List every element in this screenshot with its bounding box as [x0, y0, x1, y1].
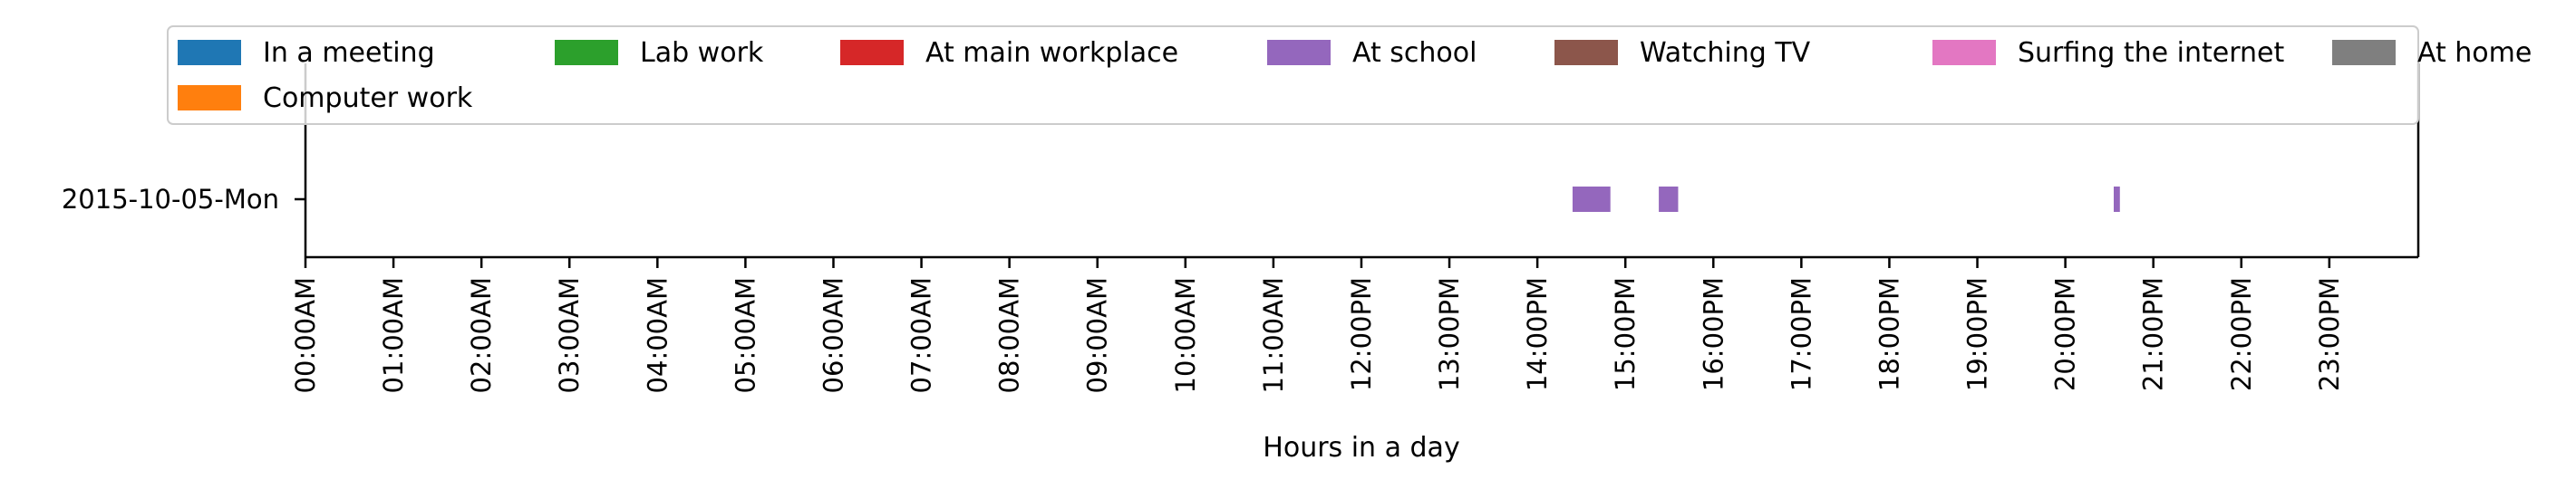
legend-swatch — [1932, 40, 1996, 65]
legend-swatch — [1554, 40, 1618, 65]
legend-label: At school — [1352, 37, 1477, 69]
legend: In a meeting Lab work At main workplace At … — [167, 25, 2532, 125]
activity-segment — [1659, 187, 1679, 212]
x-tick-label: 11:00AM — [1258, 277, 1289, 393]
x-tick-label: 23:00PM — [2314, 277, 2345, 391]
legend-swatch — [1267, 40, 1331, 65]
legend-label: Computer work — [263, 82, 473, 114]
y-tick-label: 2015-10-05-Mon — [62, 184, 279, 215]
x-tick-label: 16:00PM — [1698, 277, 1729, 391]
x-tick-label: 20:00PM — [2050, 277, 2081, 391]
legend-label: At main workplace — [925, 37, 1178, 69]
y-axis: 2015-10-05-Mon — [62, 184, 305, 215]
x-tick-label: 10:00AM — [1170, 277, 1201, 393]
legend-label: Surfing the internet — [2018, 37, 2284, 69]
x-tick-label: 06:00AM — [818, 277, 848, 393]
legend-label: Lab work — [640, 37, 764, 69]
x-tick-label: 02:00AM — [466, 277, 497, 393]
x-axis: 00:00AM 01:00AM 02:00AM 03:00AM 04:00AM 05:00… — [290, 257, 2345, 393]
legend-label: Watching TV — [1640, 37, 1811, 69]
legend-swatch — [555, 40, 618, 65]
legend-swatch — [2332, 40, 2396, 65]
legend-label: At home — [2417, 37, 2532, 69]
legend-frame — [167, 25, 2419, 125]
x-tick-label: 21:00PM — [2138, 277, 2169, 391]
legend-swatch — [178, 85, 241, 110]
activity-segment — [1572, 187, 1611, 212]
x-tick-label: 17:00PM — [1786, 277, 1816, 391]
x-tick-label: 07:00AM — [906, 277, 937, 393]
activity-segment — [2113, 187, 2120, 212]
x-tick-label: 00:00AM — [290, 277, 321, 393]
x-tick-label: 14:00PM — [1522, 277, 1553, 391]
x-tick-label: 09:00AM — [1082, 277, 1113, 393]
x-axis-title: Hours in a day — [1263, 432, 1459, 464]
legend-swatch — [840, 40, 904, 65]
x-tick-label: 08:00AM — [994, 277, 1025, 393]
x-tick-label: 13:00PM — [1434, 277, 1465, 391]
x-tick-label: 04:00AM — [642, 277, 673, 393]
x-tick-label: 22:00PM — [2226, 277, 2257, 391]
legend-swatch — [178, 40, 241, 65]
legend-label: In a meeting — [263, 37, 435, 69]
x-tick-label: 12:00PM — [1346, 277, 1377, 391]
x-tick-label: 18:00PM — [1874, 277, 1904, 391]
x-tick-label: 15:00PM — [1610, 277, 1641, 391]
x-tick-label: 03:00AM — [554, 277, 585, 393]
x-tick-label: 19:00PM — [1962, 277, 1993, 391]
x-tick-label: 05:00AM — [730, 277, 760, 393]
activity-segments — [1572, 187, 2120, 212]
x-tick-label: 01:00AM — [378, 277, 409, 393]
